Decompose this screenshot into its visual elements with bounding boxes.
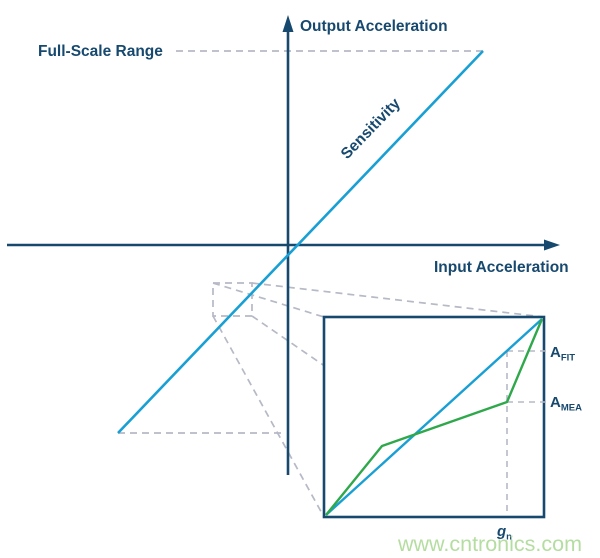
x-axis-label: Input Acceleration xyxy=(434,259,569,276)
y-axis-arrowhead-icon xyxy=(282,15,294,32)
inset-fitted-line xyxy=(325,318,543,516)
zoom-projection-line-bottom-left xyxy=(212,315,325,518)
watermark: www.cntronics.com xyxy=(397,532,582,556)
sensitivity-label: Sensitivity xyxy=(338,95,404,163)
gn-label-sub: n xyxy=(506,532,512,543)
y-axis-label: Output Acceleration xyxy=(300,18,448,35)
afit-label: AFIT xyxy=(550,344,575,364)
x-axis-arrowhead-icon xyxy=(544,239,560,251)
sensitivity-line xyxy=(117,50,484,434)
amea-label-base: A xyxy=(550,394,561,411)
amea-label-sub: MEA xyxy=(561,403,582,414)
gn-label-base: g xyxy=(496,523,506,540)
afit-label-base: A xyxy=(550,344,561,361)
afit-label-sub: FIT xyxy=(561,353,575,364)
zoom-projection-line-top-right xyxy=(251,282,545,318)
amea-label: AMEA xyxy=(550,394,582,414)
gn-label: gn xyxy=(496,523,512,543)
full-scale-range-label: Full-Scale Range xyxy=(38,43,163,60)
inset-measured-line xyxy=(325,318,544,516)
zoom-projection-line-top-left xyxy=(212,282,325,318)
